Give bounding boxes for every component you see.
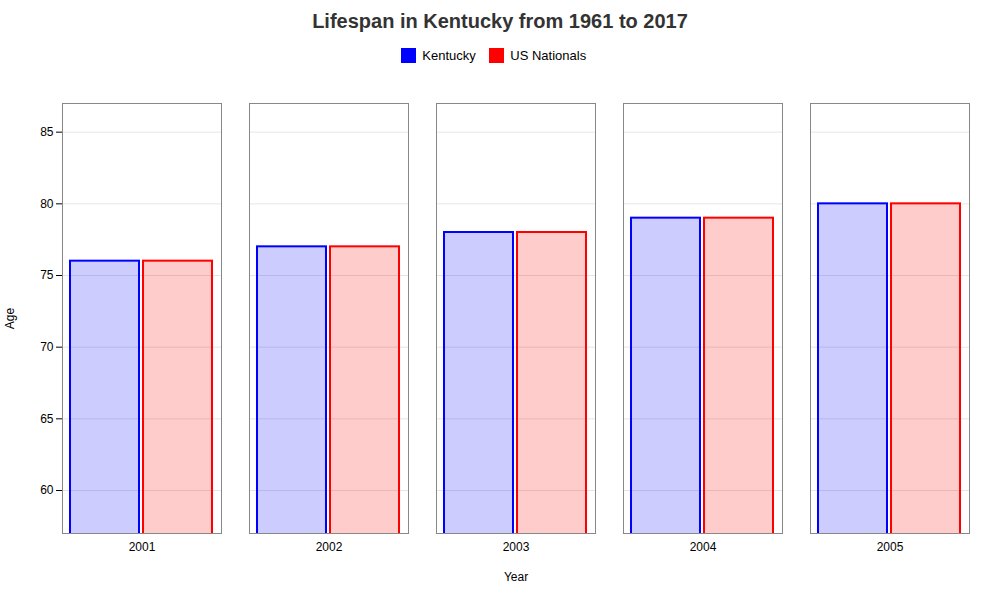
html-text:Lifespan in Kentucky from 1961: Lifespan in Kentucky from 1961 to 2017	[312, 10, 688, 32]
svg-text:Year: Year	[504, 569, 528, 583]
svg-text:80: 80	[40, 196, 54, 210]
svg-text:2002: 2002	[316, 540, 343, 554]
svg-text:2001: 2001	[129, 540, 156, 554]
svg-text:Age: Age	[3, 307, 17, 329]
svg-text:2005: 2005	[877, 540, 904, 554]
svg-text:2004: 2004	[690, 540, 717, 554]
svg-text:2003: 2003	[503, 540, 530, 554]
svg-text:85: 85	[40, 125, 54, 139]
svg-text:65: 65	[40, 411, 54, 425]
svg-text:60: 60	[40, 483, 54, 497]
html-text:Kentucky: Kentucky	[422, 48, 476, 63]
svg-text:75: 75	[40, 268, 54, 282]
svg-text:70: 70	[40, 340, 54, 354]
html-text:US Nationals: US Nationals	[510, 48, 587, 63]
